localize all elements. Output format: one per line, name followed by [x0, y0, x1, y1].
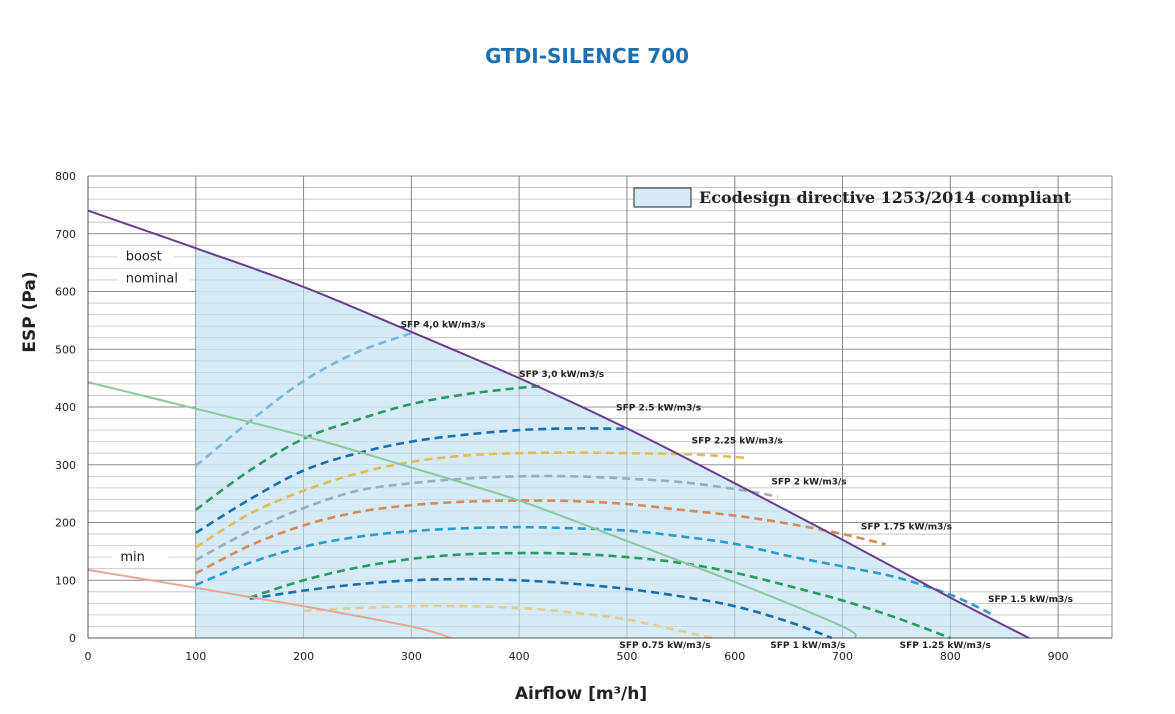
sfp-curve	[303, 604, 714, 640]
curve-labels: SFP 4,0 kW/m3/s SFP 3,0 kW/m3/s SFP 2.5 kW…	[112, 246, 1073, 651]
sfp-curve-label: SFP 3,0 kW/m3/s	[519, 370, 604, 380]
y-tick-label: 700	[55, 228, 76, 241]
fan-curve-min	[87, 568, 452, 639]
sfp-curve-label: SFP 1.5 kW/m3/s	[988, 595, 1073, 605]
sfp-curve	[249, 551, 951, 640]
y-tick-label: 600	[55, 286, 76, 299]
x-axis-title: Airflow [m³/h]	[515, 684, 647, 704]
sfp-curve-label: SFP 0.75 kW/m3/s	[619, 641, 710, 651]
x-tick-label: 200	[293, 650, 314, 663]
sfp-curve-label: SFP 2.5 kW/m3/s	[616, 403, 701, 413]
x-tick-label: 900	[1048, 650, 1069, 663]
y-tick-label: 500	[55, 343, 76, 356]
x-tick-label: 300	[401, 650, 422, 663]
y-tick-label: 400	[55, 401, 76, 414]
sfp-curve	[195, 499, 886, 575]
sfp-curve	[195, 451, 746, 549]
sfp-curve-label: SFP 1.75 kW/m3/s	[861, 522, 952, 532]
x-tick-label: 400	[509, 650, 530, 663]
sfp-curve-label: SFP 1.25 kW/m3/s	[900, 641, 991, 651]
fan-curve-label-box	[117, 268, 190, 288]
compliance-area	[195, 248, 1030, 638]
x-tick-label: 0	[85, 650, 92, 663]
x-tick-label: 600	[724, 650, 745, 663]
y-tick-label: 0	[69, 632, 76, 645]
fan-curve-nominal	[87, 381, 857, 639]
sfp-curve-label: SFP 4,0 kW/m3/s	[401, 320, 486, 330]
sfp-curve-label: SFP 2 kW/m3/s	[771, 477, 846, 487]
tick-labels: 0 100 200 300 400 500 600 700 800 900 0 100 200 300 40…	[55, 170, 1069, 663]
sfp-curve	[194, 331, 412, 467]
sfp-curves	[194, 331, 994, 640]
y-tick-label: 100	[55, 574, 76, 587]
y-axis-title: ESP (Pa)	[20, 271, 40, 352]
sfp-curve	[195, 427, 627, 535]
axes	[87, 176, 1112, 639]
sfp-curve-label: SFP 2.25 kW/m3/s	[692, 436, 783, 446]
fan-curves	[87, 209, 1030, 639]
y-tick-label: 300	[55, 459, 76, 472]
x-tick-label: 500	[616, 650, 637, 663]
legend-swatch	[633, 187, 692, 208]
legend: Ecodesign directive 1253/2014 compliant	[633, 187, 1072, 208]
fan-curve-label-nominal: nominal	[126, 272, 178, 287]
chart-title: GTDI-SILENCE 700	[485, 44, 689, 68]
fan-curve-label-min: min	[120, 550, 145, 565]
y-tick-label: 800	[55, 170, 76, 183]
y-tick-label: 200	[55, 517, 76, 530]
compliance-region	[195, 175, 1112, 639]
sfp-curve	[195, 384, 541, 511]
x-tick-label: 100	[185, 650, 206, 663]
x-tick-label: 800	[940, 650, 961, 663]
fan-curve-boost	[87, 209, 1030, 639]
legend-label: Ecodesign directive 1253/2014 compliant	[699, 188, 1072, 207]
sfp-curve	[249, 577, 833, 640]
sfp-curve-label: SFP 1 kW/m3/s	[770, 641, 845, 651]
fan-curve-label-boost: boost	[126, 250, 162, 265]
x-tick-label: 700	[832, 650, 853, 663]
fan-curve-label-box	[117, 246, 174, 266]
fan-curve-label-box	[112, 547, 169, 567]
